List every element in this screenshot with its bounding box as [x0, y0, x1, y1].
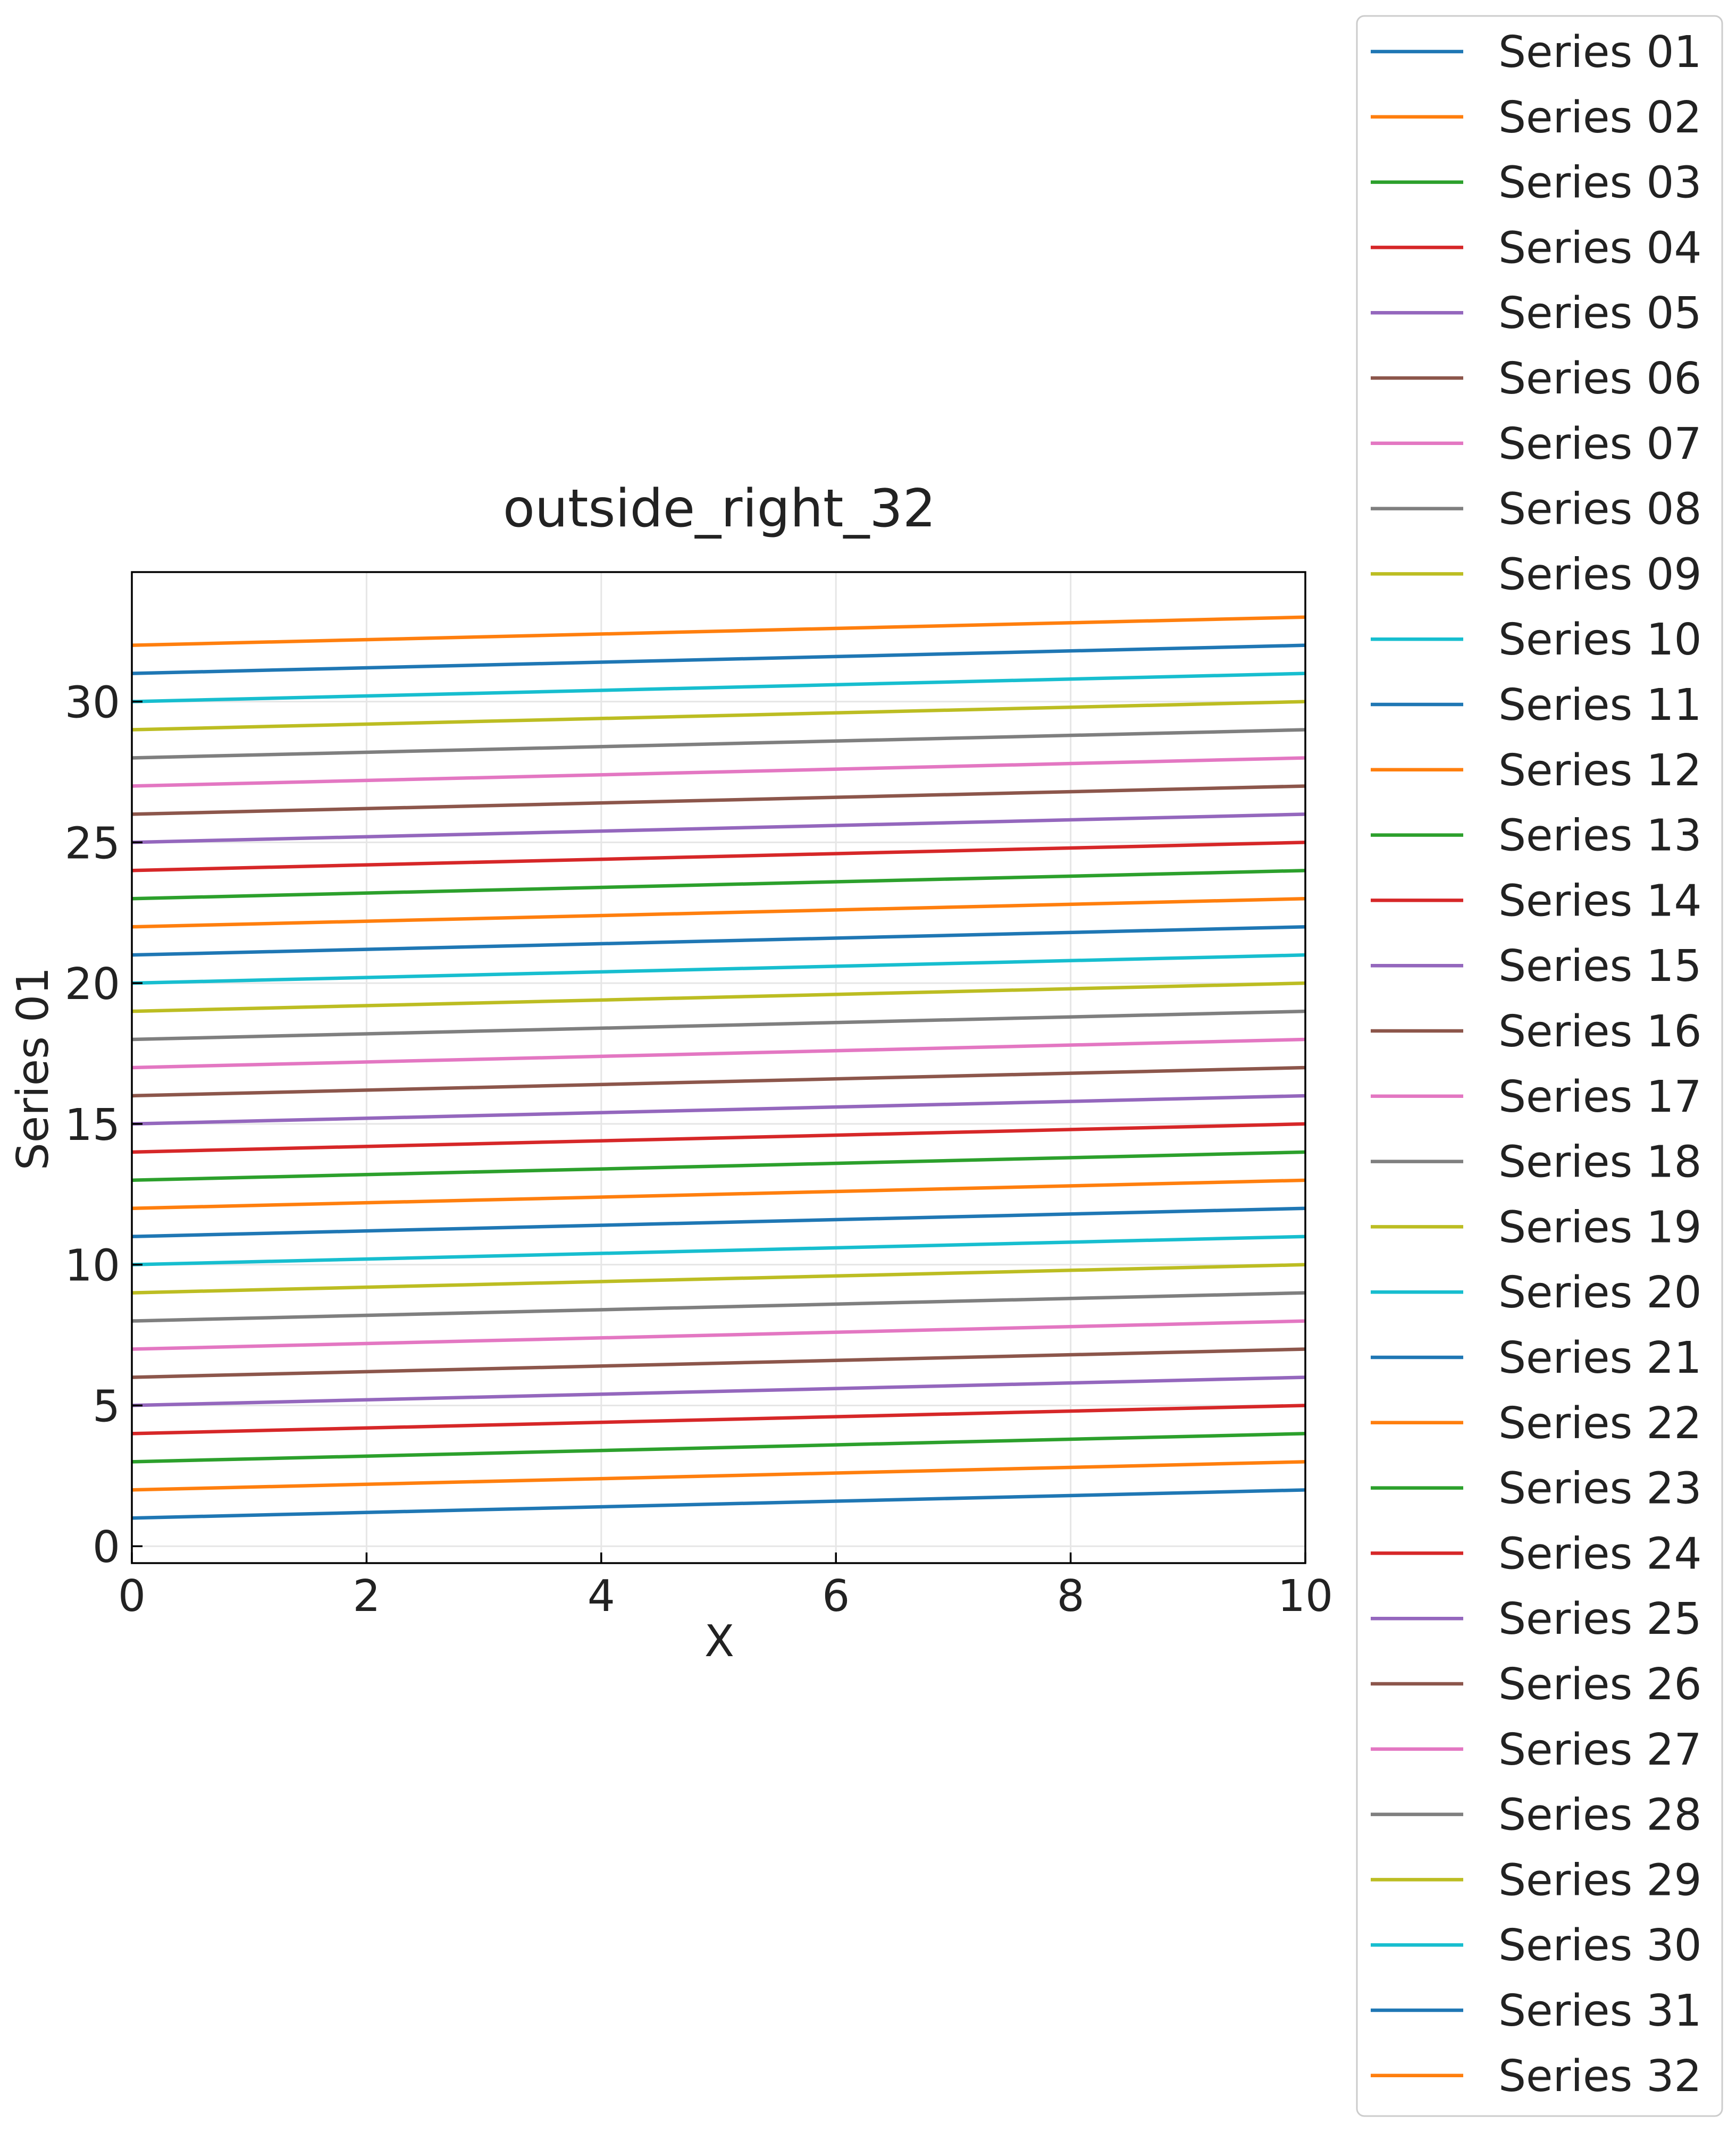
series-line-20	[131, 953, 1306, 985]
series-line-07	[131, 1319, 1306, 1351]
legend-label: Series 17	[1498, 1072, 1702, 1122]
legend-items: Series 01 Series 02 Series 03 Series 04 Seri…	[1371, 27, 1702, 2102]
series-line-26	[131, 784, 1306, 816]
legend-label: Series 22	[1498, 1398, 1702, 1449]
legend-label: Series 32	[1498, 2051, 1702, 2102]
legend-label: Series 08	[1498, 484, 1702, 535]
legend-label: Series 06	[1498, 354, 1702, 404]
series-line-06	[131, 1347, 1306, 1379]
legend-label: Series 27	[1498, 1725, 1702, 1775]
legend-label: Series 31	[1498, 1986, 1702, 2036]
x-axis-label: X	[705, 1616, 734, 1667]
legend-label: Series 28	[1498, 1790, 1702, 1841]
series-line-03	[131, 1432, 1306, 1464]
legend-label: Series 19	[1498, 1202, 1702, 1253]
series-line-08	[131, 1291, 1306, 1323]
series-line-02	[131, 1460, 1306, 1492]
legend-label: Series 24	[1498, 1529, 1702, 1579]
y-tick-label: 25	[65, 818, 120, 869]
series-line-25	[131, 812, 1306, 844]
legend-label: Series 01	[1498, 27, 1702, 78]
series-line-10	[131, 1235, 1306, 1266]
x-tick-label: 4	[588, 1571, 615, 1622]
legend-label: Series 16	[1498, 1006, 1702, 1057]
series-line-17	[131, 1037, 1306, 1070]
series-line-01	[131, 1488, 1306, 1520]
series-line-27	[131, 756, 1306, 788]
x-tick-label: 8	[1057, 1571, 1085, 1622]
series-line-19	[131, 981, 1306, 1013]
legend-label: Series 11	[1498, 680, 1702, 731]
series-line-09	[131, 1263, 1306, 1295]
series-line-14	[131, 1122, 1306, 1154]
y-tick-label: 0	[93, 1522, 120, 1573]
series-line-22	[131, 897, 1306, 929]
legend-label: Series 04	[1498, 223, 1702, 273]
legend: Series 01 Series 02 Series 03 Series 04 Seri…	[1356, 15, 1723, 2117]
y-tick-label: 5	[93, 1381, 120, 1432]
series-line-12	[131, 1178, 1306, 1211]
grid-lines	[131, 572, 1306, 1563]
legend-label: Series 20	[1498, 1268, 1702, 1318]
series-line-13	[131, 1150, 1306, 1182]
x-axis-ticks: 0 2 4 6 8 10	[118, 1552, 1333, 1622]
series-line-28	[131, 728, 1306, 760]
legend-label: Series 21	[1498, 1333, 1702, 1383]
x-tick-label: 10	[1278, 1571, 1333, 1622]
series-line-04	[131, 1404, 1306, 1436]
legend-label: Series 15	[1498, 941, 1702, 992]
legend-label: Series 29	[1498, 1855, 1702, 1906]
y-tick-label: 10	[65, 1241, 120, 1291]
legend-label: Series 14	[1498, 876, 1702, 926]
series-line-16	[131, 1065, 1306, 1098]
legend-label: Series 02	[1498, 93, 1702, 143]
y-tick-label: 15	[65, 1100, 120, 1151]
series-line-18	[131, 1009, 1306, 1042]
y-tick-label: 30	[65, 678, 120, 728]
legend-label: Series 03	[1498, 158, 1702, 208]
y-axis-ticks: 0 5 10 15 20 25 30	[65, 678, 142, 1573]
series-line-30	[131, 672, 1306, 703]
legend-frame	[1356, 15, 1723, 2117]
legend-label: Series 23	[1498, 1464, 1702, 1514]
plot-area-frame	[131, 571, 1306, 1564]
legend-label: Series 05	[1498, 288, 1702, 339]
legend-label: Series 10	[1498, 615, 1702, 665]
legend-label: Series 30	[1498, 1920, 1702, 1971]
x-tick-label: 2	[353, 1571, 380, 1622]
chart-title: outside_right_32	[503, 479, 936, 539]
y-tick-label: 20	[65, 959, 120, 1010]
series-line-23	[131, 869, 1306, 901]
legend-label: Series 26	[1498, 1659, 1702, 1710]
series-line-29	[131, 700, 1306, 732]
legend-label: Series 25	[1498, 1594, 1702, 1644]
legend-label: Series 12	[1498, 745, 1702, 796]
series-line-05	[131, 1375, 1306, 1407]
series-line-32	[131, 615, 1306, 647]
legend-label: Series 18	[1498, 1137, 1702, 1188]
x-tick-label: 6	[822, 1571, 850, 1622]
series-line-24	[131, 841, 1306, 872]
legend-label: Series 07	[1498, 419, 1702, 469]
legend-label: Series 13	[1498, 811, 1702, 861]
series-lines	[131, 615, 1306, 1520]
series-line-11	[131, 1206, 1306, 1238]
series-line-31	[131, 643, 1306, 675]
legend-label: Series 09	[1498, 549, 1702, 600]
series-line-15	[131, 1094, 1306, 1126]
y-axis-label: Series 01	[8, 967, 58, 1171]
x-tick-label: 0	[118, 1571, 146, 1622]
series-line-21	[131, 925, 1306, 957]
